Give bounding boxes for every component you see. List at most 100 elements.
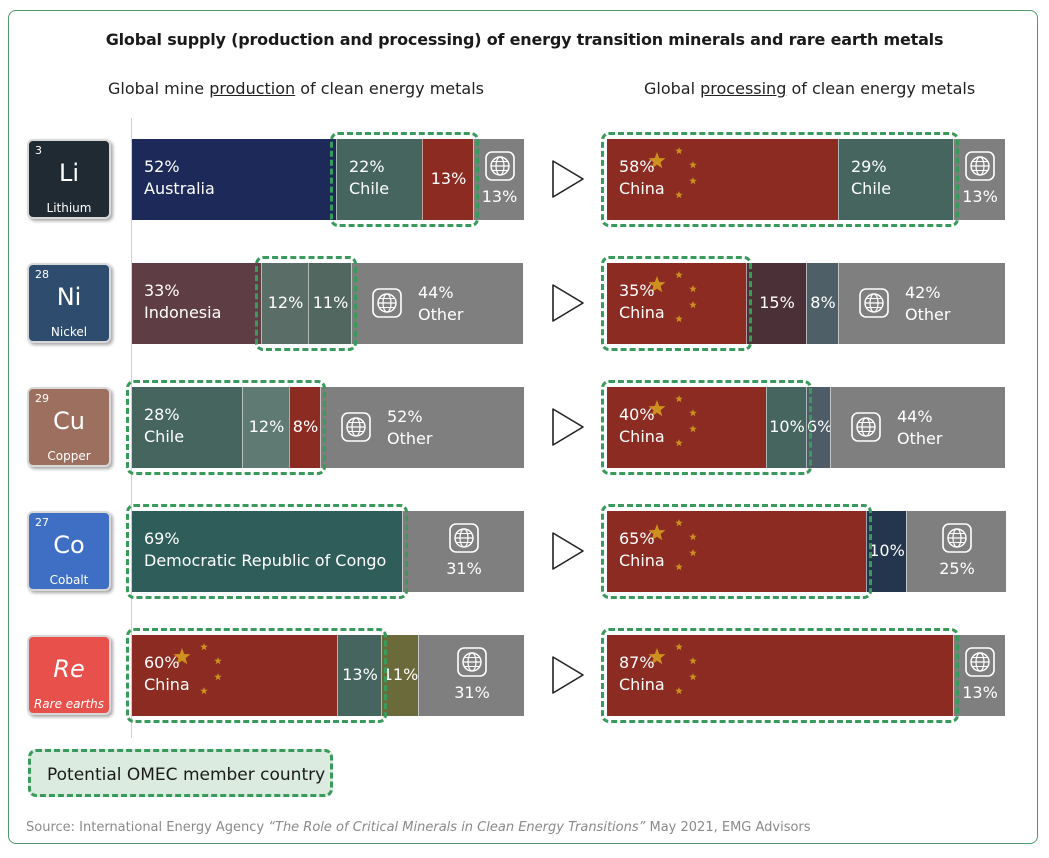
production-header-suffix: of clean energy metals	[295, 79, 484, 98]
segment-value-label: 6%	[807, 417, 830, 436]
segment-value-label: 12%	[248, 417, 285, 436]
segment-value-label: 31%	[454, 683, 490, 702]
segment-value-label: 11%	[312, 293, 349, 312]
processing-bar-ni-country-2: 8%	[806, 263, 838, 344]
omec-legend-label: Potential OMEC member country	[47, 765, 326, 785]
element-name: Rare earths	[33, 697, 105, 711]
china-flag-stars-icon	[648, 271, 697, 323]
omec-legend: Potential OMEC member country	[28, 749, 333, 797]
element-tile-ni: 28 Ni Nickel	[27, 263, 111, 343]
segment-value-label: 58%	[619, 157, 655, 176]
globe-icon	[457, 647, 487, 677]
globe-icon	[851, 412, 881, 442]
segment-value-label: 31%	[446, 559, 482, 578]
segment-value-label: 28%	[144, 405, 180, 424]
production-omec-highlight-re	[126, 628, 387, 723]
processing-bar-co-china: 65% China	[607, 511, 866, 592]
production-bar-li-country-2: 13%	[422, 139, 473, 220]
china-flag-stars-icon	[648, 147, 697, 199]
element-symbol: Re	[53, 655, 85, 683]
production-omec-highlight-co	[126, 504, 408, 599]
processing-bar-cu-other: 44% Other	[830, 387, 1005, 468]
china-flag-stars-icon	[173, 643, 222, 695]
globe-icon	[859, 288, 889, 318]
production-omec-highlight-li	[330, 132, 479, 227]
segment-value-label: 29%	[851, 157, 887, 176]
element-number: 27	[35, 516, 49, 529]
flow-arrow-icon	[552, 284, 584, 322]
flow-arrow-icon	[552, 160, 584, 198]
production-bar-cu-chile: 28% Chile	[132, 387, 242, 468]
processing-omec-highlight-re	[601, 628, 959, 723]
element-name: Nickel	[50, 325, 88, 339]
element-tile-co: 27 Co Cobalt	[27, 511, 111, 591]
segment-value-label: 10%	[869, 541, 905, 560]
segment-country-label: Australia	[144, 179, 215, 198]
segment-value-label: 11%	[382, 665, 418, 684]
segment-country-label: Other	[418, 305, 464, 324]
element-name: Copper	[47, 449, 91, 463]
source-report-title: “The Role of Critical Minerals in Clean …	[268, 820, 646, 835]
segment-value-label: 13%	[342, 665, 378, 684]
production-bar-re-china: 60% China	[132, 635, 337, 716]
segment-value-label: 13%	[962, 187, 998, 206]
processing-bar-co-country-1: 10%	[866, 511, 906, 592]
globe-icon	[965, 647, 995, 677]
processing-header-keyword: processing	[700, 79, 787, 98]
segment-value-label: 13%	[962, 683, 998, 702]
processing-bar-re-other: 13%	[953, 635, 1005, 716]
production-bar-li-australia: 52% Australia	[132, 139, 336, 220]
segment-value-label: 42%	[905, 283, 941, 302]
processing-omec-highlight-li	[601, 132, 959, 227]
globe-icon	[341, 412, 371, 442]
processing-bar-li-china: 58% China	[607, 139, 838, 220]
processing-header-prefix: Global	[644, 79, 701, 98]
processing-omec-highlight-co	[601, 504, 872, 599]
segment-value-label: 52%	[387, 407, 423, 426]
element-symbol: Co	[53, 531, 85, 559]
globe-icon	[372, 288, 402, 318]
processing-bar-co-other: 25%	[906, 511, 1006, 592]
element-symbol: Li	[58, 159, 80, 187]
processing-bar-ni-country-1: 15%	[746, 263, 806, 344]
processing-bar-li-chile: 29% Chile	[838, 139, 953, 220]
element-number: 28	[35, 268, 49, 281]
segment-country-label: Chile	[144, 427, 185, 446]
globe-icon	[965, 151, 995, 181]
element-symbol: Ni	[56, 283, 82, 311]
production-omec-highlight-ni	[255, 256, 357, 351]
segment-country-label: Chile	[851, 179, 892, 198]
processing-bar-ni-china: 35% China	[607, 263, 746, 344]
production-bar-cu-other: 52% Other	[320, 387, 524, 468]
production-bar-li-chile: 22% Chile	[336, 139, 422, 220]
segment-value-label: 87%	[619, 653, 655, 672]
segment-value-label: 8%	[810, 293, 836, 312]
production-bar-ni-other: 44% Other	[351, 263, 523, 344]
production-bar-co-other: 31%	[402, 511, 524, 592]
china-flag-stars-icon	[648, 395, 697, 447]
processing-bar-cu-china: 40% China	[607, 387, 766, 468]
segment-value-label: 33%	[144, 281, 180, 300]
segment-country-label: Chile	[349, 179, 390, 198]
segment-country-label: China	[619, 427, 665, 446]
processing-header: Global processing of clean energy metals	[644, 79, 975, 98]
element-tile-re: Re Rare earths	[27, 635, 111, 715]
production-bar-ni-indonesia: 33% Indonesia	[132, 263, 261, 344]
production-axis-line	[131, 118, 132, 738]
flow-arrow-icon	[552, 656, 584, 694]
production-bar-cu-country-2: 8%	[289, 387, 320, 468]
chart-title: Global supply (production and processing…	[105, 30, 944, 49]
element-number: 3	[35, 144, 42, 157]
production-bar-li-other: 13%	[473, 139, 524, 220]
element-name: Cobalt	[49, 573, 89, 587]
processing-bar-li-other: 13%	[953, 139, 1005, 220]
segment-country-label: Other	[905, 305, 951, 324]
production-header: Global mine production of clean energy m…	[108, 79, 484, 98]
processing-header-suffix: of clean energy metals	[786, 79, 976, 98]
processing-omec-highlight-cu	[601, 380, 812, 475]
flow-arrow-icon	[552, 532, 584, 570]
segment-value-label: 44%	[418, 283, 454, 302]
segment-country-label: Indonesia	[144, 303, 222, 322]
segment-country-label: China	[619, 179, 665, 198]
processing-omec-highlight-ni	[601, 256, 752, 351]
